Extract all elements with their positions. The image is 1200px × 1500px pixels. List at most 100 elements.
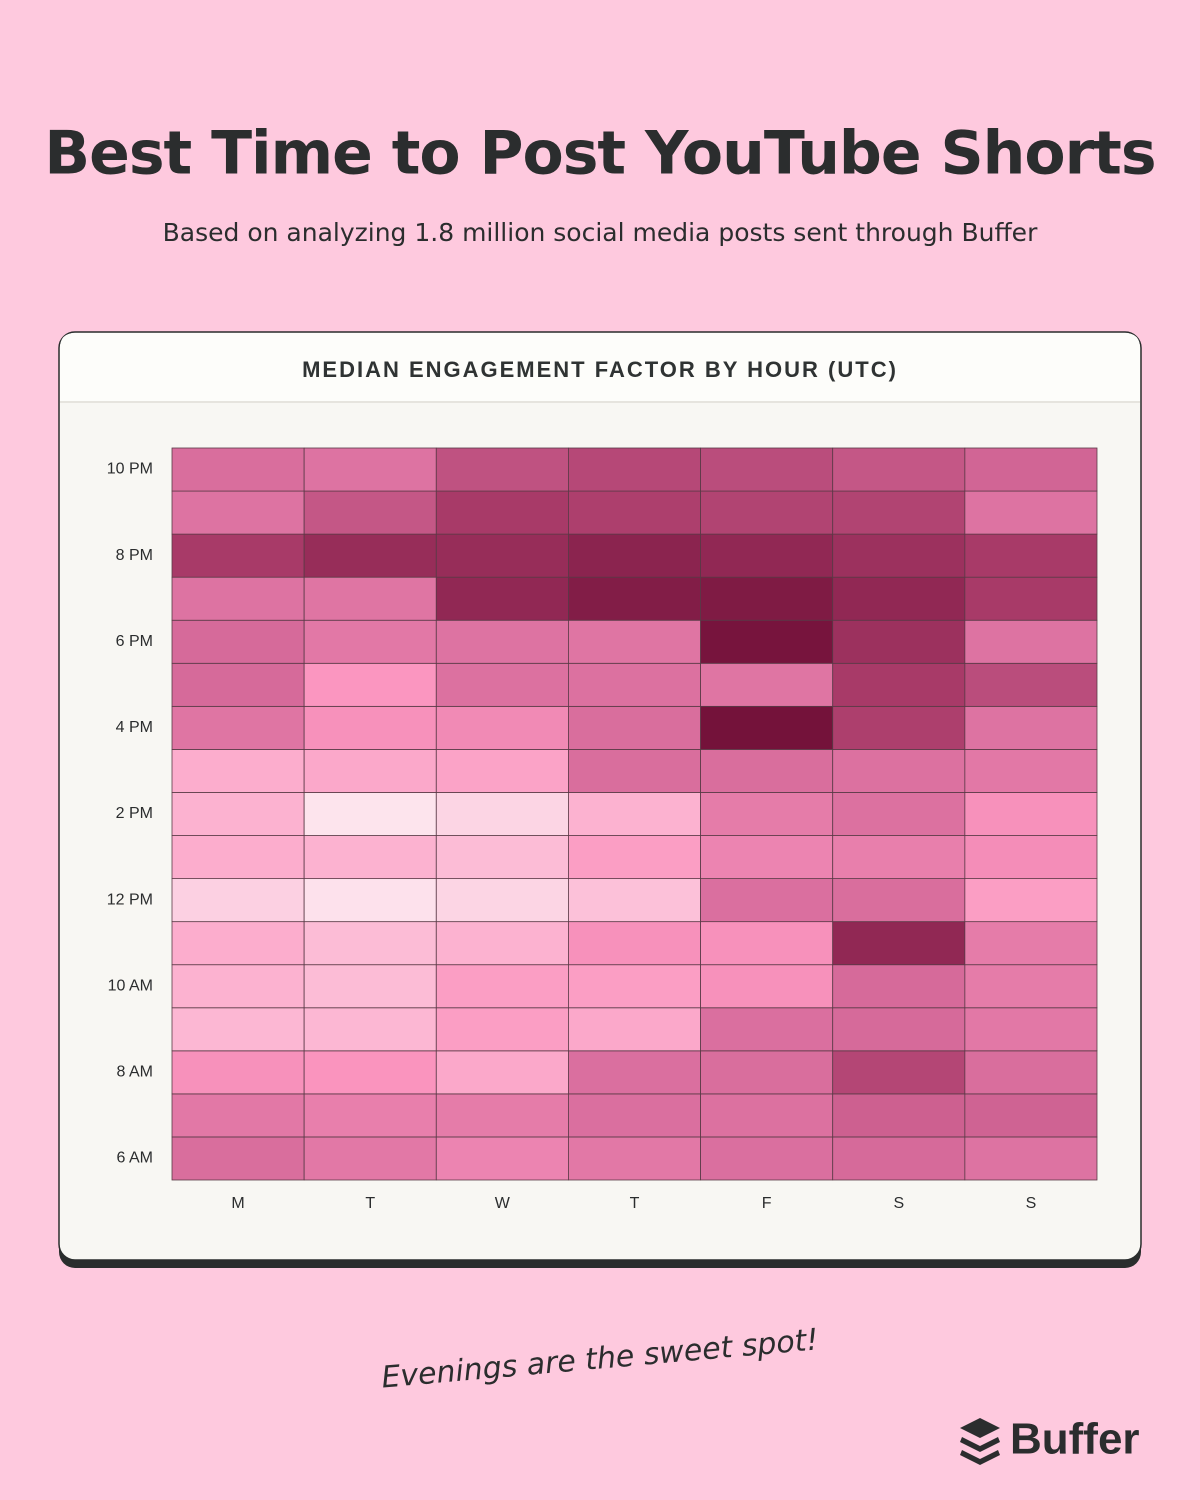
y-tick-label: 6 PM xyxy=(116,633,153,650)
heat-cell xyxy=(171,921,305,966)
heat-cell xyxy=(700,792,834,836)
y-tick-label: 4 PM xyxy=(116,719,153,736)
heat-cell xyxy=(435,921,569,966)
heat-cell xyxy=(832,792,966,836)
heat-cell xyxy=(700,447,834,492)
heat-cell xyxy=(303,1093,437,1138)
heat-cell xyxy=(171,705,305,750)
heat-cell xyxy=(435,1136,569,1181)
heat-cell xyxy=(435,490,569,535)
heat-cell xyxy=(435,662,569,707)
heat-cell xyxy=(568,619,701,664)
heat-cell xyxy=(700,749,834,793)
x-tick-label: W xyxy=(495,1195,511,1212)
heat-cell xyxy=(171,447,305,492)
brand-icon xyxy=(960,1418,1000,1465)
heat-cell xyxy=(568,576,701,621)
heat-cell xyxy=(171,835,305,879)
heat-cell xyxy=(832,1093,966,1138)
heat-cell xyxy=(832,490,966,535)
heat-cell xyxy=(832,619,966,664)
heat-cell xyxy=(700,921,834,966)
heat-cell xyxy=(964,964,1098,1009)
subtitle: Based on analyzing 1.8 million social me… xyxy=(163,218,1038,247)
heat-cell xyxy=(964,1050,1098,1095)
y-tick-label: 10 PM xyxy=(107,461,153,478)
heat-cell xyxy=(832,705,966,750)
heat-cell xyxy=(171,490,305,535)
heat-cell xyxy=(964,835,1098,879)
heat-cell xyxy=(832,533,966,578)
heat-cell xyxy=(700,533,834,578)
heat-cell xyxy=(832,1007,966,1052)
y-tick-label: 6 AM xyxy=(117,1150,153,1167)
x-tick-label: T xyxy=(365,1195,375,1212)
heat-cell xyxy=(303,835,437,879)
heat-cell xyxy=(832,662,966,707)
heat-cell xyxy=(171,576,305,621)
y-tick-label: 10 AM xyxy=(108,977,153,994)
heat-cell xyxy=(435,878,569,923)
heat-cell xyxy=(303,1007,437,1052)
heat-cell xyxy=(303,1136,437,1181)
heat-cell xyxy=(568,447,701,492)
heat-cell xyxy=(435,1050,569,1095)
panel-title: MEDIAN ENGAGEMENT FACTOR BY HOUR (UTC) xyxy=(302,357,898,382)
heat-cell xyxy=(568,490,701,535)
heat-cell xyxy=(700,490,834,535)
heat-cell xyxy=(964,878,1098,923)
heat-cell xyxy=(700,705,834,750)
heat-cell xyxy=(568,1007,701,1052)
heat-cell xyxy=(171,1093,305,1138)
heat-cell xyxy=(568,921,701,966)
heat-cell xyxy=(568,533,701,578)
heat-cell xyxy=(435,964,569,1009)
title: Best Time to Post YouTube Shorts xyxy=(44,119,1155,189)
heat-cell xyxy=(964,1136,1098,1181)
heat-cell xyxy=(832,835,966,879)
heat-cell xyxy=(964,533,1098,578)
heat-cell xyxy=(568,792,701,836)
heat-cell xyxy=(964,490,1098,535)
heat-cell xyxy=(435,749,569,793)
heat-cell xyxy=(832,1136,966,1181)
heat-cell xyxy=(832,964,966,1009)
y-tick-label: 8 PM xyxy=(116,547,153,564)
heat-cell xyxy=(964,662,1098,707)
heat-cell xyxy=(700,835,834,879)
heat-cell xyxy=(171,749,305,793)
heat-cell xyxy=(964,619,1098,664)
heat-cell xyxy=(171,878,305,923)
heat-cell xyxy=(964,576,1098,621)
heat-cell xyxy=(171,1007,305,1052)
heat-cell xyxy=(568,1093,701,1138)
heat-cell xyxy=(700,1093,834,1138)
heat-cell xyxy=(435,705,569,750)
heat-cell xyxy=(700,576,834,621)
heat-cell xyxy=(171,1050,305,1095)
heat-cell xyxy=(303,878,437,923)
y-tick-label: 8 AM xyxy=(117,1064,153,1081)
heat-cell xyxy=(435,533,569,578)
heat-cell xyxy=(964,447,1098,492)
heat-cell xyxy=(171,792,305,836)
heat-cell xyxy=(964,1007,1098,1052)
heat-cell xyxy=(171,533,305,578)
heat-cell xyxy=(568,964,701,1009)
heat-cell xyxy=(435,619,569,664)
heat-cell xyxy=(303,576,437,621)
heat-cell xyxy=(303,792,437,836)
heat-cell xyxy=(964,705,1098,750)
heat-cell xyxy=(568,662,701,707)
heat-cell xyxy=(435,576,569,621)
heat-cell xyxy=(171,619,305,664)
heat-cell xyxy=(568,878,701,923)
heat-cell xyxy=(435,792,569,836)
heat-cell xyxy=(568,1050,701,1095)
heat-cell xyxy=(832,447,966,492)
heat-cell xyxy=(700,1007,834,1052)
heat-cell xyxy=(700,878,834,923)
heat-cell xyxy=(435,835,569,879)
